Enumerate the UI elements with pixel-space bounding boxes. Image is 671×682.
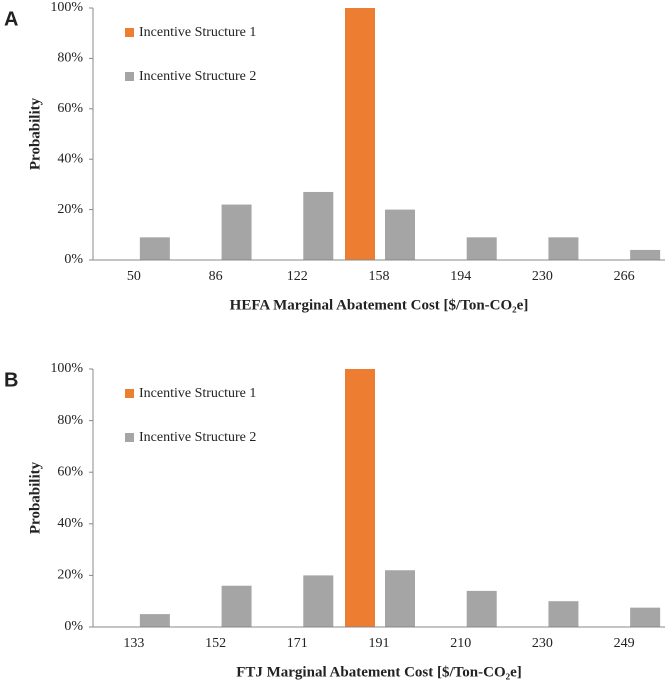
x-tick-label: 194 — [450, 269, 471, 284]
x-tick-label: 50 — [127, 269, 141, 284]
legend-swatch — [125, 389, 134, 398]
y-tick-label: 60% — [57, 101, 83, 116]
y-tick-label: 80% — [57, 51, 83, 66]
x-tick-label: 171 — [287, 636, 308, 651]
y-axis-label: Probability — [27, 97, 43, 170]
legend-label: Incentive Structure 2 — [139, 430, 256, 445]
y-tick-label: 60% — [57, 464, 83, 479]
bar — [630, 249, 661, 260]
x-tick-label: 122 — [287, 269, 308, 284]
legend-label: Incentive Structure 2 — [139, 69, 256, 84]
x-tick-label: 230 — [532, 269, 553, 284]
y-tick-label: 40% — [57, 151, 83, 166]
y-tick-label: 0% — [64, 619, 83, 634]
y-tick-label: 20% — [57, 568, 83, 583]
x-tick-label: 230 — [532, 636, 553, 651]
legend-swatch — [125, 72, 134, 81]
y-axis-label: Probability — [27, 461, 43, 534]
y-tick-label: 100% — [50, 0, 83, 15]
x-axis-label: FTJ Marginal Abatement Cost [$/Ton-CO₂e] — [236, 664, 522, 680]
bar — [548, 237, 579, 260]
bar — [466, 237, 497, 260]
x-tick-label: 158 — [369, 269, 390, 284]
y-tick-label: 0% — [64, 252, 83, 267]
legend-label: Incentive Structure 1 — [139, 386, 256, 401]
x-tick-label: 249 — [614, 636, 635, 651]
bar — [385, 209, 415, 260]
x-tick-label: 191 — [369, 636, 390, 651]
x-tick-label: 152 — [205, 636, 226, 651]
bar — [548, 601, 579, 627]
x-tick-label: 86 — [209, 269, 223, 284]
legend-swatch — [125, 28, 134, 37]
bar — [139, 614, 170, 627]
y-tick-label: 40% — [57, 516, 83, 531]
bar — [345, 8, 375, 260]
bar — [630, 607, 661, 627]
bar — [303, 575, 334, 627]
x-tick-label: 210 — [450, 636, 471, 651]
y-tick-label: 80% — [57, 413, 83, 428]
y-tick-label: 20% — [57, 202, 83, 217]
x-tick-label: 266 — [614, 269, 635, 284]
bar — [466, 590, 497, 627]
y-tick-label: 100% — [50, 361, 83, 376]
panel-label: B — [4, 369, 18, 391]
bar — [303, 191, 334, 260]
bar — [221, 585, 252, 627]
x-tick-label: 133 — [123, 636, 144, 651]
x-axis-label: HEFA Marginal Abatement Cost [$/Ton-CO₂e… — [230, 297, 529, 313]
legend-label: Incentive Structure 1 — [139, 25, 256, 40]
bar — [345, 369, 375, 627]
bar — [385, 570, 415, 627]
bar — [139, 237, 170, 260]
legend-swatch — [125, 433, 134, 442]
bar — [221, 204, 252, 260]
panel-label: A — [4, 8, 18, 30]
